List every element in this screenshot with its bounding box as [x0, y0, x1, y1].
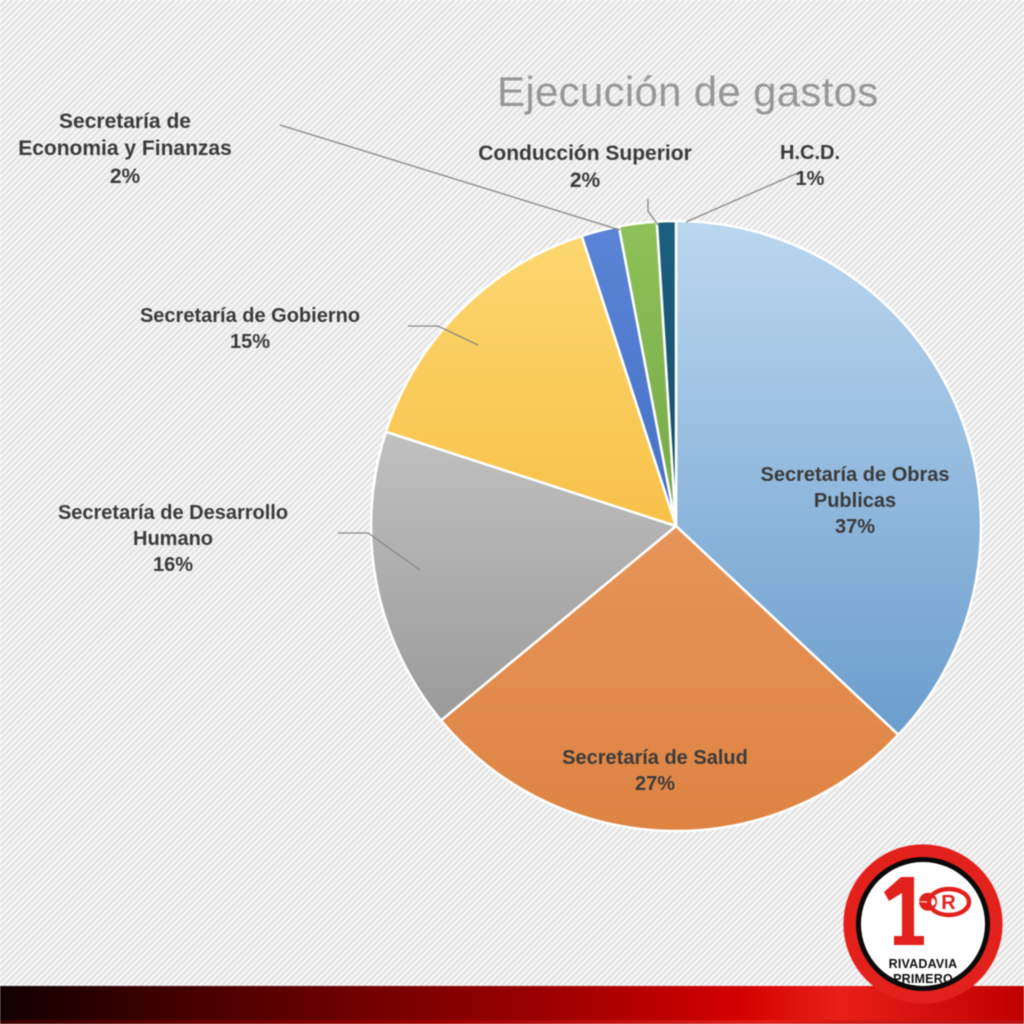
- svg-text:R: R: [941, 892, 956, 914]
